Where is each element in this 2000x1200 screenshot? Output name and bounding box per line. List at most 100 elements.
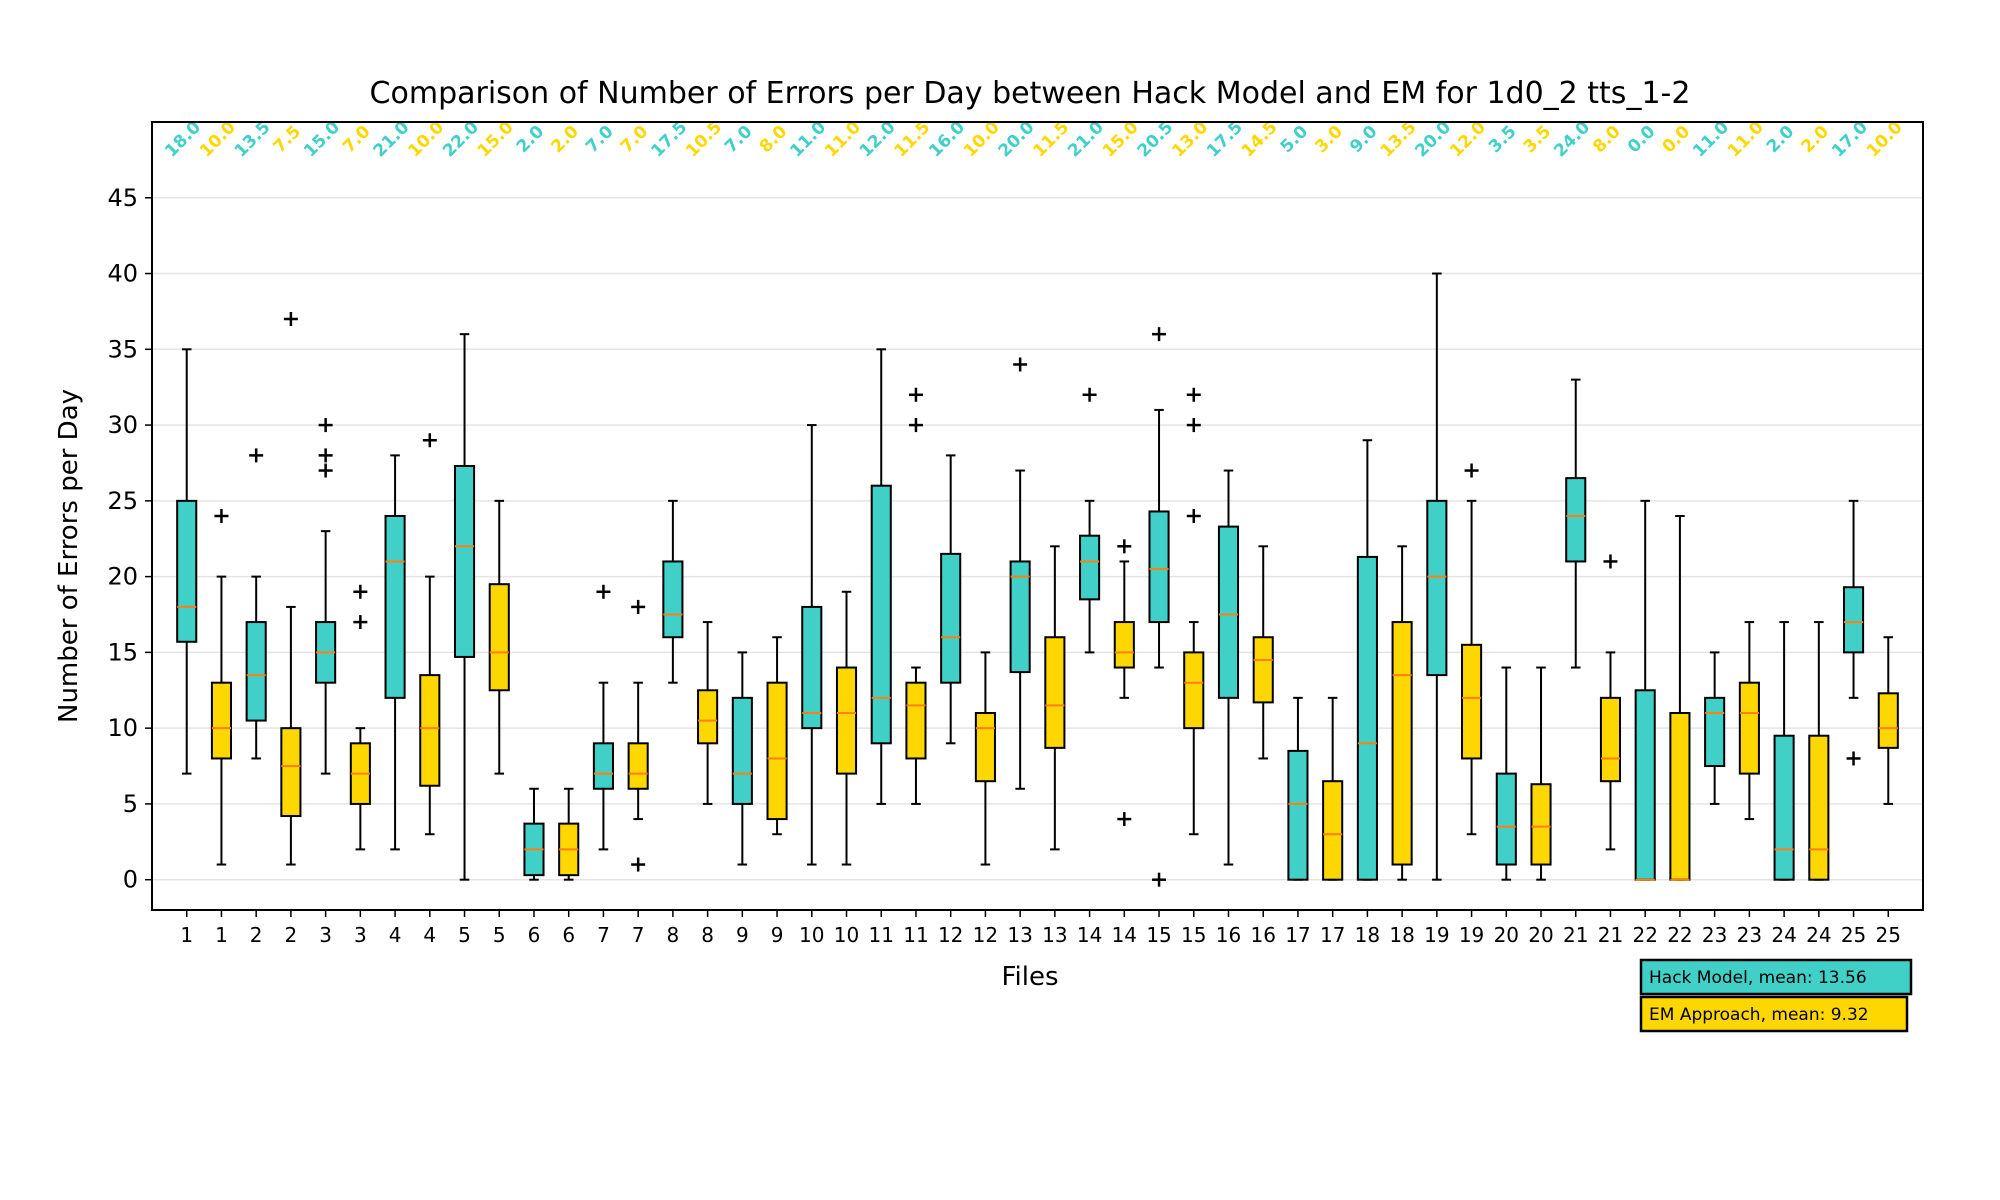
box-25-hack <box>1842 499 1865 766</box>
box-10-hack <box>801 424 823 866</box>
outlier <box>1013 357 1028 372</box>
x-tick-label: 4 <box>389 923 402 947</box>
outlier <box>214 509 229 523</box>
legend-label: EM Approach, mean: 9.32 <box>1649 1005 1869 1025</box>
plot-frame <box>151 121 1924 911</box>
median-value-label: 16.0 <box>925 117 969 161</box>
box-7-hack <box>592 584 614 851</box>
y-tick-label: 0 <box>123 866 138 894</box>
box-body <box>1009 560 1031 674</box>
box-body <box>1183 651 1205 730</box>
median-value-label: 7.0 <box>582 122 618 158</box>
box-8-em <box>697 621 719 805</box>
x-tick-label: 8 <box>701 923 714 947</box>
x-tick-label: 5 <box>493 923 506 947</box>
median-value-label: 11.5 <box>891 118 935 162</box>
outlier <box>1186 387 1201 402</box>
x-tick-label: 2 <box>250 923 263 947</box>
x-tick-label: 5 <box>458 923 471 947</box>
box-13-hack <box>1009 357 1031 790</box>
outlier <box>1186 418 1201 433</box>
y-tick-label: 5 <box>123 790 138 818</box>
box-body <box>1287 749 1309 881</box>
box-body <box>1565 477 1587 563</box>
outlier <box>422 433 437 448</box>
outlier <box>283 312 298 326</box>
outlier <box>318 418 333 433</box>
median-value-label: 10.0 <box>1863 117 1907 161</box>
box-body <box>731 696 753 805</box>
outlier <box>631 857 646 872</box>
x-tick-label: 12 <box>973 923 998 947</box>
box-11-hack <box>870 348 892 805</box>
median-value-label: 15.0 <box>474 117 518 161</box>
box-20-hack <box>1495 666 1517 881</box>
median-value-label: 13.0 <box>1168 117 1212 161</box>
box-body <box>1391 621 1413 866</box>
median-value-label: 11.0 <box>786 117 830 161</box>
y-tick-label: 10 <box>107 714 138 742</box>
median-value-label: 2.0 <box>547 122 583 158</box>
box-3-em <box>349 584 371 851</box>
box-body <box>1113 621 1135 669</box>
x-tick-label: 2 <box>285 923 298 947</box>
box-24-em <box>1808 621 1830 881</box>
box-body <box>592 742 614 790</box>
median-value-label: 22.0 <box>439 117 483 161</box>
box-6-em <box>558 787 580 881</box>
x-tick-label: 13 <box>1042 923 1067 947</box>
median-value-label: 2.0 <box>513 122 549 158</box>
median-value-label: 7.5 <box>270 122 305 157</box>
median-value-label: 17.5 <box>1203 118 1247 162</box>
box-body <box>1252 636 1274 704</box>
x-tick-label: 24 <box>1806 923 1831 947</box>
median-value-label: 21.0 <box>370 117 414 161</box>
median-value-label: 15.0 <box>300 117 344 161</box>
outlier <box>1082 387 1097 402</box>
box-8-hack <box>662 499 684 684</box>
gridlines <box>152 197 1923 881</box>
x-tick-label: 10 <box>799 923 824 947</box>
median-value-label: 8.0 <box>756 122 792 158</box>
x-tick-label: 21 <box>1598 923 1623 947</box>
outlier <box>353 615 368 630</box>
box-body <box>1356 555 1378 881</box>
box-body <box>835 666 858 775</box>
outlier <box>318 448 333 463</box>
box-9-hack <box>731 651 753 866</box>
box-22-em <box>1669 515 1691 881</box>
box-body <box>905 681 927 760</box>
median-value-label: 21.0 <box>1064 117 1108 161</box>
median-value-label: 10.0 <box>196 117 240 161</box>
median-value-label: 13.5 <box>231 118 275 162</box>
box-body <box>1599 696 1622 783</box>
x-tick-label: 22 <box>1667 923 1692 947</box>
median-value-label: 17.0 <box>1828 117 1872 161</box>
box-body <box>176 499 198 643</box>
y-tick-label: 25 <box>107 487 138 515</box>
box-body <box>245 621 267 722</box>
box-body <box>1704 696 1726 768</box>
legend-label: Hack Model, mean: 13.56 <box>1649 968 1867 988</box>
box-body <box>1842 586 1865 654</box>
outlier <box>1464 463 1479 478</box>
x-tick-label: 21 <box>1563 923 1588 947</box>
outlier <box>249 448 264 463</box>
x-tick-label: 14 <box>1112 923 1137 947</box>
box-13-em <box>1044 545 1066 851</box>
box-body <box>766 681 788 821</box>
median-value-label: 3.0 <box>1311 122 1347 158</box>
box-9-em <box>766 636 788 836</box>
x-tick-label: 17 <box>1285 923 1310 947</box>
median-value-label: 8.0 <box>1589 122 1625 158</box>
outlier <box>631 599 646 614</box>
x-tick-label: 19 <box>1424 923 1449 947</box>
box-6-hack <box>523 787 545 881</box>
median-value-label: 10.0 <box>960 117 1004 161</box>
box-body <box>662 560 684 639</box>
y-axis-label: Number of Errors per Day <box>54 389 84 723</box>
box-17-hack <box>1287 696 1309 881</box>
x-tick-label: 14 <box>1077 923 1102 947</box>
x-tick-label: 6 <box>528 923 541 947</box>
